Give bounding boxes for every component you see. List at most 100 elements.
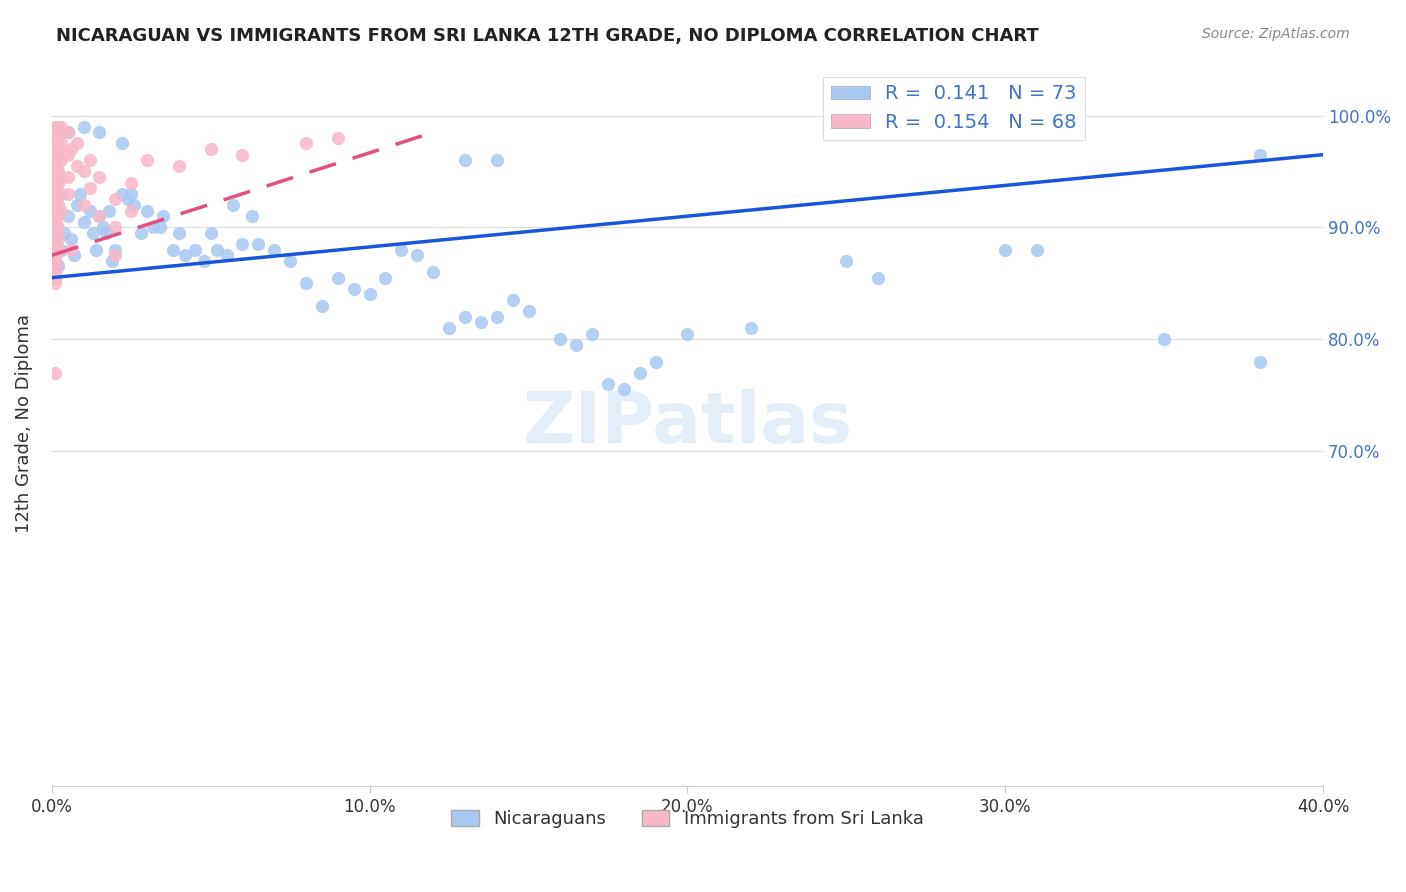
Point [124,198,146,212]
Point [44,186,66,201]
Point [326,131,349,145]
Point [79,203,101,218]
Point [835,253,858,268]
Point [44,231,66,245]
Point [470,315,492,329]
Point [44,164,66,178]
Point [44,120,66,134]
Point [79,153,101,168]
Point [167,159,190,173]
Point [44,203,66,218]
Point [184,243,207,257]
Point [82,226,104,240]
Point [46,243,69,257]
Point [44,260,66,274]
Point [46,176,69,190]
Point [240,209,263,223]
Point [66,136,89,151]
Point [72,164,94,178]
Point [44,198,66,212]
Point [129,226,152,240]
Point [72,215,94,229]
Point [44,265,66,279]
Point [94,226,117,240]
Point [326,270,349,285]
Point [44,193,66,207]
Point [44,277,66,291]
Point [89,169,111,184]
Point [56,147,79,161]
Point [343,282,366,296]
Point [44,153,66,168]
Point [205,243,228,257]
Point [295,277,318,291]
Point [200,226,222,240]
Point [46,186,69,201]
Point [44,366,66,380]
Point [69,186,91,201]
Point [59,243,82,257]
Point [517,304,540,318]
Point [59,142,82,156]
Point [644,354,666,368]
Point [46,131,69,145]
Point [46,142,69,156]
Point [389,243,412,257]
Point [222,198,245,212]
Point [142,220,165,235]
Point [46,120,69,134]
Point [406,248,429,262]
Point [162,243,184,257]
Point [89,209,111,223]
Point [46,260,69,274]
Point [51,136,73,151]
Point [613,383,636,397]
Point [66,198,89,212]
Point [44,237,66,252]
Point [676,326,699,341]
Point [44,220,66,235]
Point [72,120,94,134]
Point [628,366,651,380]
Point [44,270,66,285]
Point [1249,354,1271,368]
Point [44,252,66,267]
Point [84,243,107,257]
Point [136,153,159,168]
Point [120,176,142,190]
Point [167,226,190,240]
Point [53,226,76,240]
Point [44,253,66,268]
Point [79,181,101,195]
Point [111,186,134,201]
Point [550,332,572,346]
Point [215,248,238,262]
Point [149,220,172,235]
Point [44,181,66,195]
Point [422,265,444,279]
Point [263,243,285,257]
Point [44,131,66,145]
Point [66,159,89,173]
Point [72,198,94,212]
Point [97,203,120,218]
Point [437,321,460,335]
Point [581,326,603,341]
Point [485,153,508,168]
Point [46,198,69,212]
Point [104,220,127,235]
Point [1153,332,1175,346]
Point [56,125,79,139]
Point [104,243,127,257]
Point [485,310,508,324]
Point [56,125,79,139]
Point [56,209,79,223]
Point [44,243,66,257]
Point [565,338,588,352]
Point [63,248,86,262]
Point [44,169,66,184]
Point [278,253,301,268]
Point [46,209,69,223]
Point [174,248,197,262]
Text: NICARAGUAN VS IMMIGRANTS FROM SRI LANKA 12TH GRADE, NO DIPLOMA CORRELATION CHART: NICARAGUAN VS IMMIGRANTS FROM SRI LANKA … [56,27,1039,45]
